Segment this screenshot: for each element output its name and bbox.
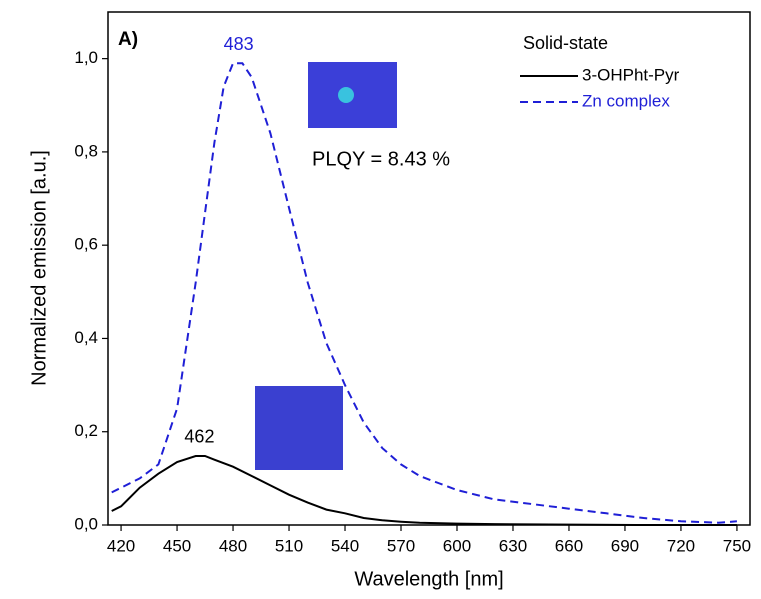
- x-tick-label: 660: [555, 536, 583, 555]
- y-tick-label: 0,6: [74, 235, 98, 254]
- inset-image-ligand: [255, 386, 343, 470]
- y-tick-label: 0,2: [74, 421, 98, 440]
- x-tick-label: 720: [667, 536, 695, 555]
- x-tick-label: 540: [331, 536, 359, 555]
- panel-label: A): [118, 29, 138, 50]
- x-tick-label: 690: [611, 536, 639, 555]
- y-axis-title: Normalized emission [a.u.]: [28, 150, 50, 386]
- line-series: [111, 455, 737, 526]
- y-tick-label: 0,0: [74, 514, 98, 533]
- peak-label: 483: [224, 34, 254, 54]
- y-tick-label: 0,4: [74, 328, 98, 347]
- y-tick-label: 0,8: [74, 141, 98, 160]
- x-tick-label: 480: [219, 536, 247, 555]
- line-series: [111, 62, 737, 524]
- x-tick-label: 630: [499, 536, 527, 555]
- x-tick-label: 570: [387, 536, 415, 555]
- legend-label: 3-OHPht-Pyr: [582, 65, 680, 84]
- plot-frame: [107, 11, 751, 526]
- x-tick-label: 750: [723, 536, 751, 555]
- annotation: PLQY = 8.43 %: [312, 148, 450, 170]
- x-tick-label: 420: [107, 536, 135, 555]
- x-tick-label: 510: [275, 536, 303, 555]
- x-tick-label: 450: [163, 536, 191, 555]
- peak-label: 462: [184, 427, 214, 447]
- legend-title: Solid-state: [523, 33, 608, 53]
- legend-label: Zn complex: [582, 91, 670, 110]
- x-axis-title: Wavelength [nm]: [354, 568, 503, 590]
- inset-spot: [338, 87, 354, 103]
- x-tick-label: 600: [443, 536, 471, 555]
- y-tick-label: 1,0: [74, 48, 98, 67]
